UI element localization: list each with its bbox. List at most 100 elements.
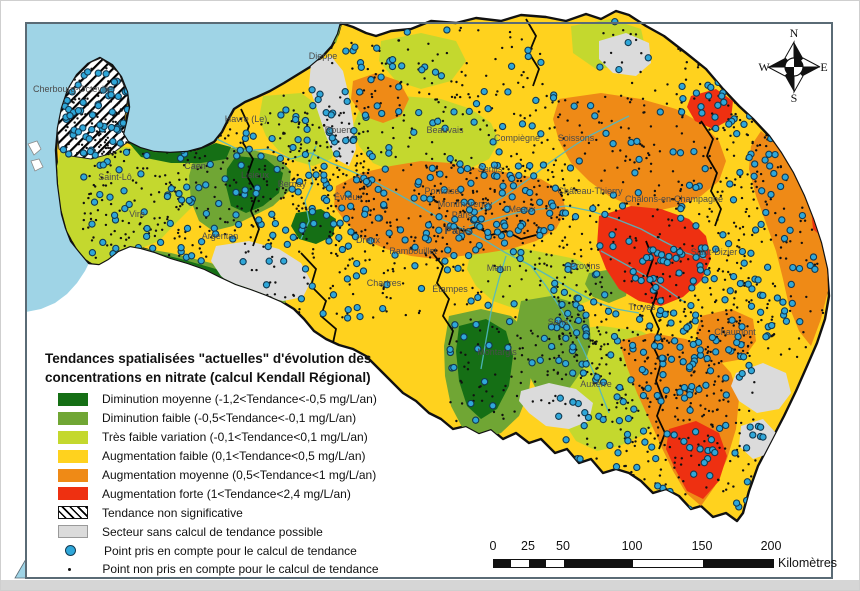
- point-not-used: [634, 440, 637, 443]
- point-not-used: [675, 207, 678, 210]
- point-not-used: [756, 207, 759, 210]
- point-not-used: [611, 420, 614, 423]
- point-used: [441, 124, 449, 132]
- point-not-used: [608, 207, 611, 210]
- point-used: [252, 189, 260, 198]
- point-not-used: [531, 400, 534, 403]
- point-not-used: [249, 236, 252, 239]
- point-not-used: [691, 244, 694, 248]
- point-used: [547, 342, 556, 351]
- point-not-used: [698, 82, 702, 86]
- point-used: [776, 182, 785, 191]
- point-not-used: [642, 145, 645, 148]
- point-not-used: [628, 101, 632, 104]
- city-label: Compiègne: [494, 133, 540, 143]
- point-not-used: [690, 374, 693, 377]
- point-used: [576, 455, 584, 463]
- point-not-used: [228, 184, 232, 187]
- point-not-used: [505, 165, 508, 168]
- point-not-used: [658, 150, 662, 153]
- point-not-used: [84, 113, 87, 116]
- point-not-used: [370, 221, 374, 224]
- point-used: [74, 81, 82, 89]
- point-used: [480, 87, 488, 96]
- point-used: [582, 360, 590, 368]
- city-label: Saint-Dizier: [691, 247, 738, 257]
- point-not-used: [120, 252, 124, 256]
- point-used: [509, 182, 518, 190]
- point-used: [581, 409, 589, 417]
- point-not-used: [472, 394, 475, 397]
- point-not-used: [435, 165, 439, 168]
- point-not-used: [98, 145, 101, 149]
- point-used: [771, 150, 779, 159]
- point-not-used: [693, 294, 697, 297]
- legend-label: Secteur sans calcul de tendance possible: [102, 524, 323, 539]
- point-not-used: [297, 204, 300, 207]
- point-not-used: [532, 244, 536, 247]
- point-not-used: [696, 66, 700, 69]
- point-used: [421, 234, 430, 242]
- point-not-used: [564, 402, 567, 406]
- point-used: [357, 63, 365, 71]
- point-not-used: [615, 505, 618, 509]
- point-used: [656, 108, 664, 116]
- point-used: [725, 346, 733, 354]
- legend-label: Diminution moyenne (-1,2<Tendance<-0,5 m…: [102, 392, 377, 407]
- point-used: [107, 123, 116, 132]
- point-not-used: [336, 254, 339, 257]
- point-not-used: [622, 339, 625, 342]
- point-not-used: [455, 80, 458, 84]
- point-not-used: [533, 267, 537, 270]
- point-not-used: [435, 167, 438, 170]
- point-used: [537, 58, 545, 67]
- point-not-used: [493, 188, 496, 192]
- point-not-used: [640, 52, 643, 55]
- point-used: [765, 150, 773, 158]
- point-not-used: [784, 257, 788, 260]
- point-not-used: [654, 89, 657, 92]
- point-used: [612, 310, 620, 318]
- point-not-used: [561, 239, 564, 242]
- point-used: [355, 88, 364, 96]
- point-not-used: [700, 320, 703, 323]
- point-not-used: [409, 163, 413, 166]
- point-not-used: [709, 293, 713, 296]
- scale-bar-segments: [493, 559, 774, 568]
- point-not-used: [219, 167, 223, 170]
- point-not-used: [741, 469, 745, 472]
- point-not-used: [101, 152, 104, 155]
- point-not-used: [699, 314, 703, 318]
- point-used: [701, 276, 709, 284]
- point-not-used: [672, 198, 676, 201]
- point-not-used: [392, 270, 395, 273]
- point-not-used: [119, 108, 123, 111]
- point-not-used: [360, 199, 363, 203]
- point-used: [526, 188, 534, 197]
- point-not-used: [570, 271, 573, 274]
- point-used: [460, 333, 468, 341]
- point-used: [746, 423, 754, 431]
- point-used: [322, 196, 331, 205]
- point-not-used: [736, 93, 739, 96]
- point-used: [391, 251, 399, 259]
- point-not-used: [109, 233, 113, 236]
- point-used: [778, 216, 786, 224]
- point-not-used: [178, 235, 181, 238]
- point-not-used: [656, 434, 660, 437]
- point-not-used: [670, 219, 674, 222]
- point-not-used: [676, 418, 680, 421]
- sea: [26, 23, 341, 312]
- compass-star: [767, 40, 821, 94]
- point-not-used: [752, 418, 755, 421]
- point-not-used: [573, 252, 576, 256]
- point-not-used: [359, 180, 362, 184]
- point-not-used: [450, 327, 454, 330]
- point-not-used: [460, 402, 464, 405]
- point-not-used: [718, 399, 721, 402]
- point-used: [396, 226, 405, 234]
- point-used: [734, 83, 743, 92]
- point-used: [362, 177, 371, 186]
- point-not-used: [587, 141, 591, 145]
- point-not-used: [754, 502, 757, 506]
